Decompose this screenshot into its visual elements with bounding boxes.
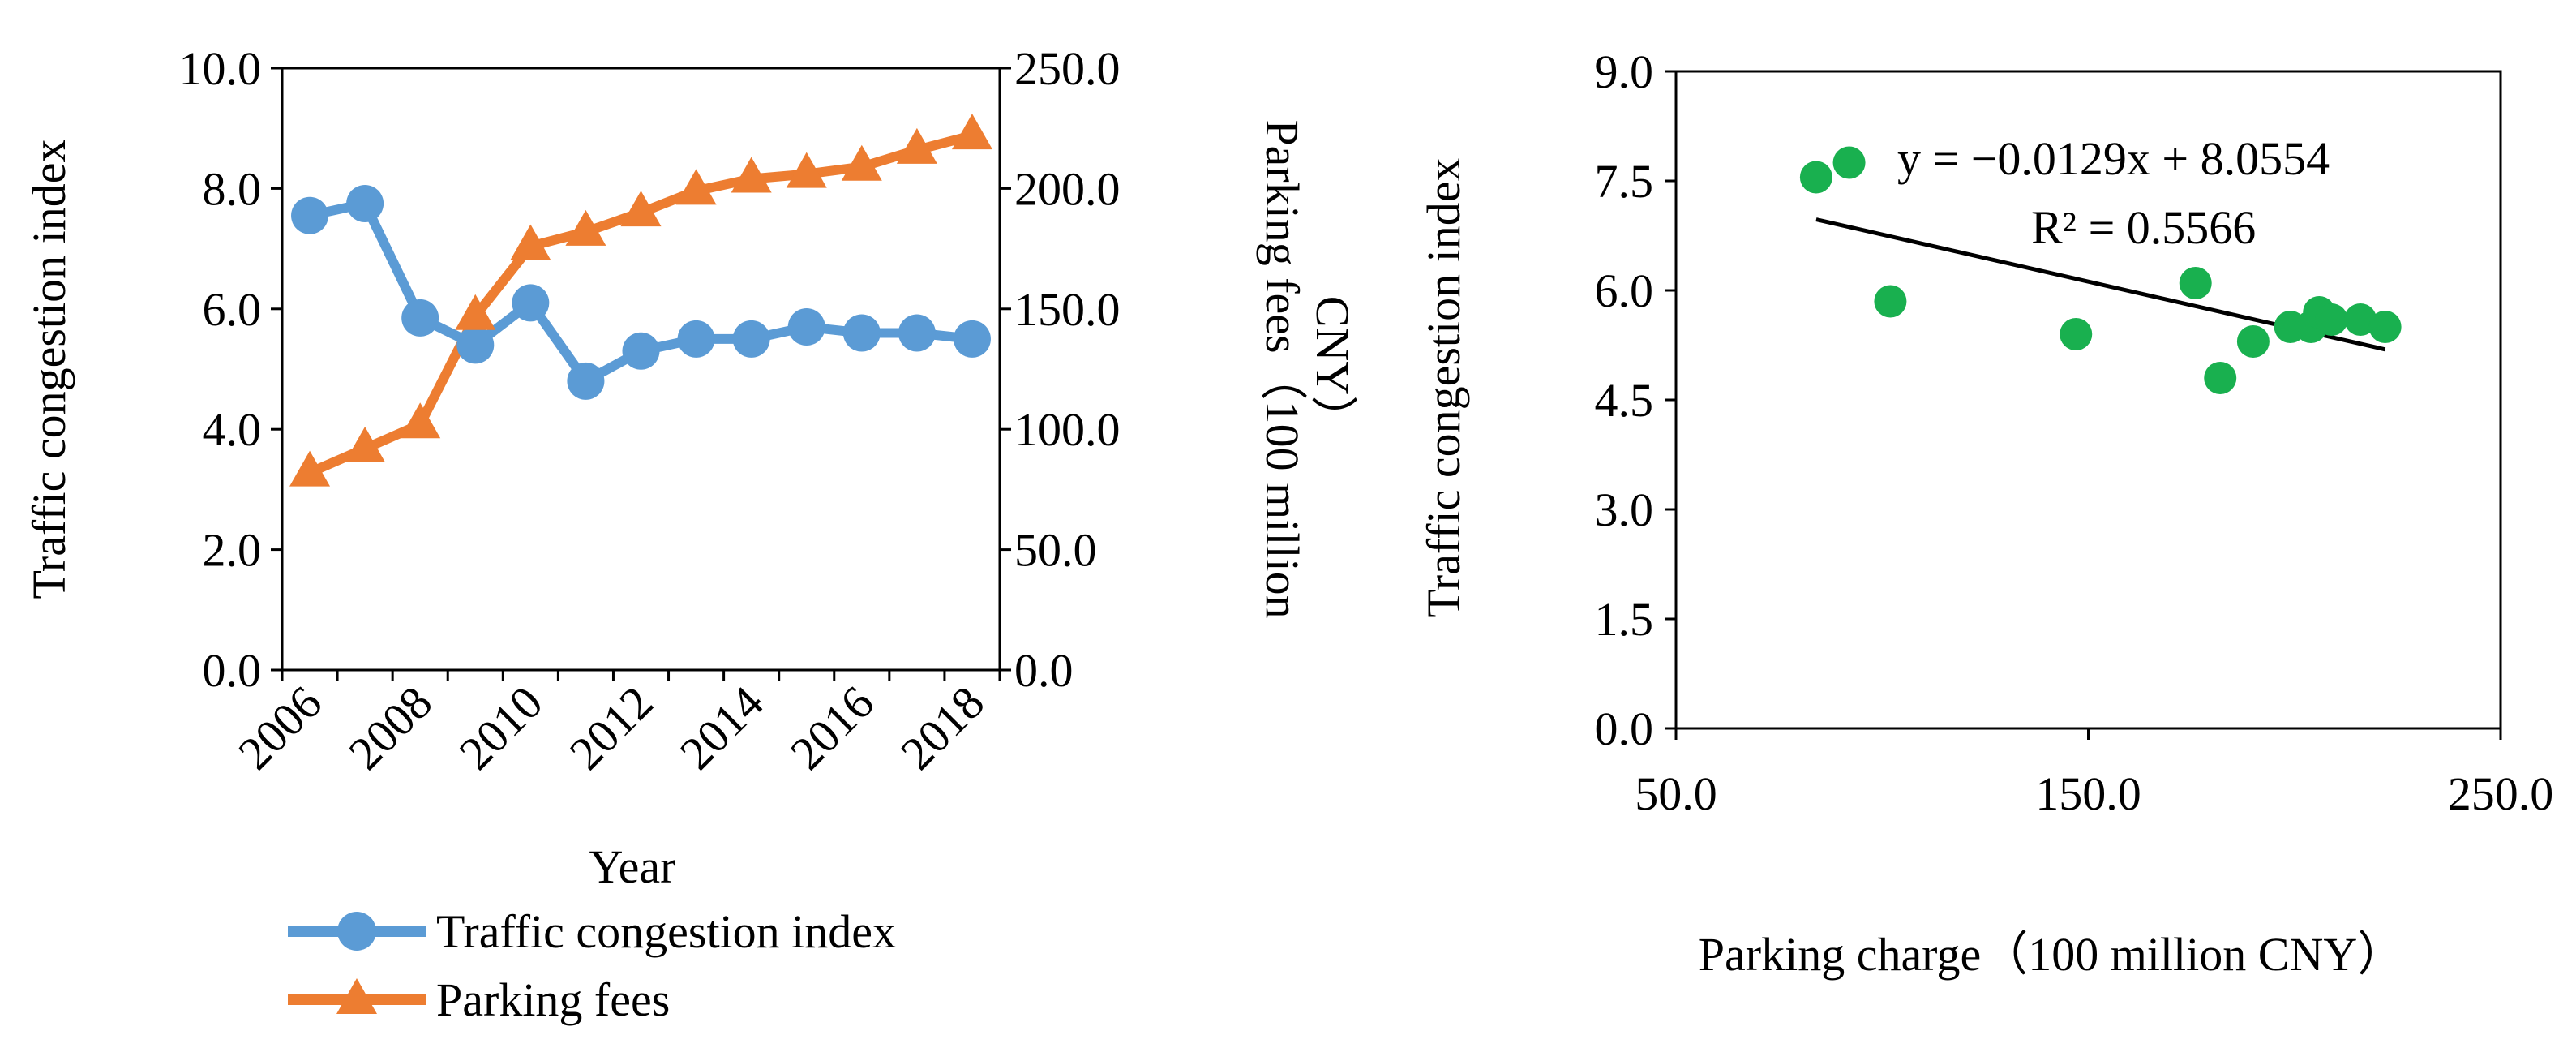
legend-item-fees: Parking fees (288, 973, 670, 1026)
scatter-y-tick-label: 4.5 (1595, 374, 1654, 427)
scatter-y-tick-label: 0.0 (1595, 702, 1654, 755)
right-y-axis-title-line1: Parking fees（100 million (1256, 119, 1309, 618)
legend-item-congestion: Traffic congestion index (288, 905, 896, 958)
scatter-y-tick-label: 6.0 (1595, 264, 1654, 317)
r-squared: R² = 0.5566 (2031, 201, 2256, 254)
scatter-point (1799, 161, 1832, 194)
scatter-x-axis-title: Parking charge（100 million CNY） (1699, 928, 2404, 981)
right-y-tick-label: 200.0 (1014, 162, 1121, 215)
x-axis-title: Year (589, 840, 676, 893)
parking-fee-point (565, 209, 606, 246)
scatter-point (1874, 285, 1907, 318)
congestion-point (732, 320, 770, 358)
parking-fee-point (841, 144, 882, 181)
right-y-tick-label: 0.0 (1014, 644, 1074, 697)
congestion-point (567, 362, 605, 400)
congestion-point (787, 308, 825, 346)
legend: Traffic congestion index Parking fees (288, 905, 896, 1026)
line-chart-plot-area (281, 67, 1001, 672)
scatter-point (2368, 311, 2402, 343)
left-y-tick-label: 4.0 (203, 403, 262, 456)
left-y-tick-label: 6.0 (203, 283, 262, 336)
scatter-y-tick-label: 3.0 (1595, 483, 1654, 536)
scatter-x-tick-label: 150.0 (2035, 767, 2141, 820)
parking-fee-point (620, 191, 662, 227)
congestion-point (622, 332, 660, 370)
parking-fee-point (951, 114, 992, 150)
parking-fee-point (731, 157, 772, 193)
scatter-point (2179, 267, 2212, 299)
right-y-tick-label: 100.0 (1014, 403, 1121, 456)
left-y-tick-label: 2.0 (203, 524, 262, 577)
scatter-chart: 0.0 1.5 3.0 4.5 6.0 7.5 9.0 50.0 150.0 250.0 y =… (1417, 45, 2553, 981)
scatter-y-tick-label: 1.5 (1595, 593, 1654, 646)
congestion-point (512, 284, 550, 322)
left-y-tick-label: 0.0 (203, 644, 262, 697)
scatter-point (2060, 318, 2093, 350)
congestion-point (291, 196, 329, 234)
left-y-axis-title: Traffic congestion index (23, 139, 75, 599)
right-y-tick-label: 250.0 (1014, 42, 1121, 95)
legend-triangle-marker (336, 978, 377, 1014)
scatter-point (2236, 325, 2270, 358)
legend-circle-marker (337, 912, 376, 951)
congestion-point (346, 184, 384, 222)
congestion-point (842, 314, 881, 352)
left-y-tick-label: 10.0 (179, 42, 262, 95)
parking-fee-point (510, 224, 551, 260)
parking-fee-point (675, 169, 717, 205)
scatter-point (1832, 146, 1866, 179)
scatter-point (2204, 362, 2237, 394)
parking-fee-point (786, 152, 827, 188)
parking-fee-point (896, 127, 937, 164)
scatter-y-tick-label: 9.0 (1595, 45, 1654, 98)
left-y-tick-label: 8.0 (203, 162, 262, 215)
congestion-point (953, 320, 991, 358)
parking-fee-point (455, 294, 496, 330)
legend-label-congestion: Traffic congestion index (436, 905, 896, 958)
legend-label-fees: Parking fees (436, 973, 670, 1026)
parking-fee-point (400, 402, 441, 439)
regression-equation: y = −0.0129x + 8.0554 (1897, 132, 2330, 185)
congestion-point (401, 299, 439, 337)
scatter-y-tick-label: 7.5 (1595, 155, 1654, 208)
congestion-point (677, 320, 715, 358)
right-y-tick-label: 150.0 (1014, 283, 1121, 336)
scatter-y-axis-title: Traffic congestion index (1417, 157, 1470, 617)
congestion-point (898, 314, 936, 352)
scatter-point (2315, 303, 2348, 336)
scatter-point (2344, 303, 2377, 336)
congestion-point (456, 326, 495, 364)
right-y-tick-label: 50.0 (1014, 524, 1097, 577)
scatter-x-tick-label: 50.0 (1635, 767, 1717, 820)
right-y-axis-title-line2: CNY） (1306, 296, 1359, 442)
scatter-x-tick-label: 250.0 (2448, 767, 2554, 820)
parking-fee-point (345, 426, 386, 462)
parking-fee-point (289, 450, 331, 487)
